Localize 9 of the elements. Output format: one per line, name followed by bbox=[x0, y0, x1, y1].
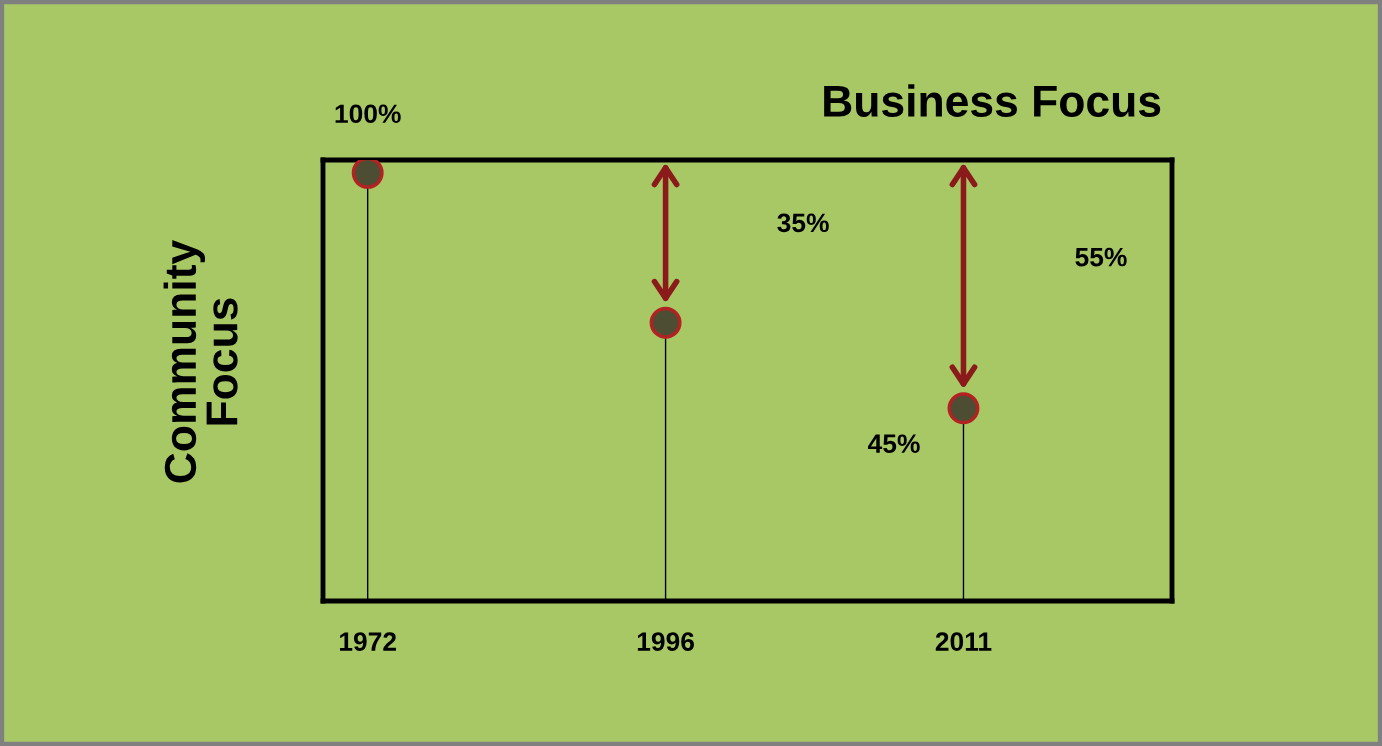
annotation: 55% bbox=[1075, 247, 1127, 267]
x-tick-label: 1972 bbox=[340, 632, 396, 651]
annotation: 35% bbox=[777, 213, 829, 233]
x-tick-label: 2011 bbox=[935, 632, 992, 651]
data-label: 100% bbox=[335, 104, 401, 124]
chart-title: Business Focus bbox=[824, 84, 1161, 117]
x-tick-label: 1996 bbox=[637, 632, 694, 651]
data-label: 45% bbox=[868, 434, 920, 454]
y-axis-title: Community Focus bbox=[163, 240, 238, 483]
